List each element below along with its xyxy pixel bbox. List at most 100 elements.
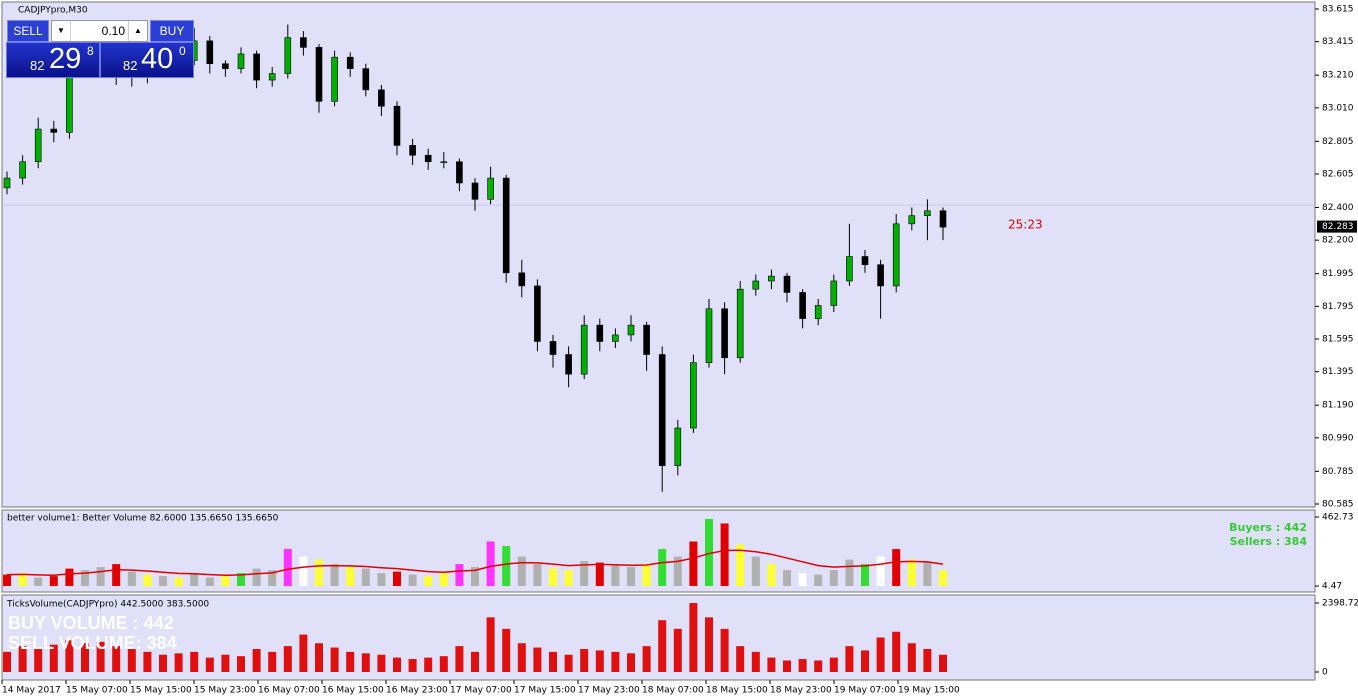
volume-bar — [767, 564, 776, 586]
volume-bar — [502, 546, 511, 586]
moving-average — [6, 549, 944, 576]
volume-bar — [471, 567, 479, 586]
candle-body — [300, 37, 307, 48]
candle-body — [752, 280, 760, 290]
volume-bar — [455, 564, 464, 586]
volume-bar — [127, 648, 136, 672]
y-tick-label: 82.605 — [1322, 170, 1354, 180]
x-tick-label: 19 May 15:00 — [898, 686, 960, 696]
volume-bar — [689, 603, 698, 672]
volume-bar — [143, 651, 152, 672]
volume-bar — [18, 646, 27, 672]
candle-body — [877, 264, 884, 287]
volume-bar — [627, 653, 635, 672]
volume-bar — [96, 641, 105, 672]
volume-bar — [330, 564, 339, 586]
volume-bar — [393, 657, 401, 672]
candle-body — [627, 324, 635, 336]
candle-body — [736, 288, 744, 359]
price-tag — [1317, 220, 1357, 233]
volume-bar — [377, 654, 386, 672]
buy-price[interactable]: 82 40 0 — [100, 42, 194, 78]
volume-bar — [127, 571, 136, 586]
sell-volume: SELL VOLUME: 384 — [8, 633, 177, 653]
volume-bar — [517, 643, 526, 672]
x-tick-label: 16 May 15:00 — [322, 686, 384, 696]
candle-body — [783, 275, 791, 293]
volume-bar — [205, 577, 214, 586]
countdown: 25:23 — [1008, 218, 1043, 232]
volume-bar — [361, 653, 370, 672]
volume-bar — [159, 576, 167, 586]
volume-bar — [408, 659, 417, 672]
candle-body — [393, 105, 401, 146]
price-big: 82 — [30, 58, 45, 73]
candle-body — [206, 40, 214, 65]
volume-bar — [315, 643, 323, 672]
volume-bar — [533, 647, 542, 672]
price-main: 29 — [49, 43, 82, 75]
price-big: 82 — [123, 58, 138, 73]
sell-button[interactable]: SELL — [7, 20, 49, 42]
volume-bar — [861, 564, 869, 586]
window-title: CADJPYpro,M30 — [18, 6, 88, 16]
y-tick-label: 80.785 — [1322, 467, 1354, 477]
buy-button[interactable]: BUY — [150, 20, 194, 42]
volume-bar — [377, 573, 386, 586]
candle-body — [705, 308, 713, 363]
sellers-label: Sellers : 384 — [1230, 535, 1308, 548]
volume-bar — [81, 643, 89, 672]
lot-down[interactable]: ▼ — [52, 21, 71, 41]
volume-bar — [283, 646, 292, 672]
y-tick-label: 83.010 — [1322, 103, 1354, 113]
lot-value[interactable]: 0.10 — [101, 24, 125, 38]
volume-bar — [736, 646, 745, 672]
sell-price[interactable]: 82 29 8 — [6, 42, 100, 78]
lot-up[interactable]: ▲ — [128, 21, 147, 41]
x-tick-label: 19 May 07:00 — [834, 686, 896, 696]
volume-bar — [502, 628, 511, 672]
candle-body — [440, 161, 448, 164]
volume-bar — [751, 556, 760, 586]
candle-body — [908, 215, 916, 225]
y-tick-label: 82.805 — [1322, 137, 1354, 147]
candle-body — [612, 334, 619, 342]
x-tick-label: 14 May 2017 — [2, 686, 61, 696]
volume-bar — [658, 620, 667, 672]
y-tick-label: 80.990 — [1322, 433, 1354, 443]
volume-bar — [112, 646, 121, 672]
volume-bar — [112, 564, 121, 586]
y-tick-label: 462.73 — [1322, 513, 1354, 523]
candle-body — [222, 63, 229, 69]
candle-body — [237, 53, 245, 69]
candle-body — [378, 89, 385, 107]
candle-body — [19, 161, 26, 179]
x-tick-label: 18 May 15:00 — [706, 686, 768, 696]
volume-bar — [892, 631, 901, 672]
volume-bar — [783, 660, 791, 672]
volume-bar — [34, 577, 43, 586]
candle-body — [331, 56, 338, 102]
volume-bar — [471, 651, 479, 672]
volume-bar — [159, 654, 167, 672]
volume-bar — [783, 570, 791, 586]
volume-bar — [642, 646, 651, 672]
candle-body — [892, 223, 900, 287]
volume-bar — [549, 651, 557, 672]
volume-bar — [517, 556, 526, 586]
volume-bar — [252, 648, 261, 672]
volume-bar — [767, 657, 776, 672]
candle-body — [690, 362, 697, 429]
volume-bar — [814, 574, 823, 586]
y-tick-label: 83.615 — [1322, 5, 1354, 15]
y-tick-label: 82.200 — [1322, 236, 1354, 246]
volume-bar — [190, 651, 199, 672]
x-tick-label: 15 May 23:00 — [194, 686, 256, 696]
lot-box[interactable]: ▼ 0.10 ▲ — [51, 20, 148, 42]
candle-body — [643, 324, 650, 355]
volume-bar — [876, 556, 885, 586]
volume-bar — [533, 564, 542, 586]
volume-bar — [939, 570, 947, 586]
candle-body — [34, 128, 42, 163]
candle-body — [924, 210, 931, 216]
